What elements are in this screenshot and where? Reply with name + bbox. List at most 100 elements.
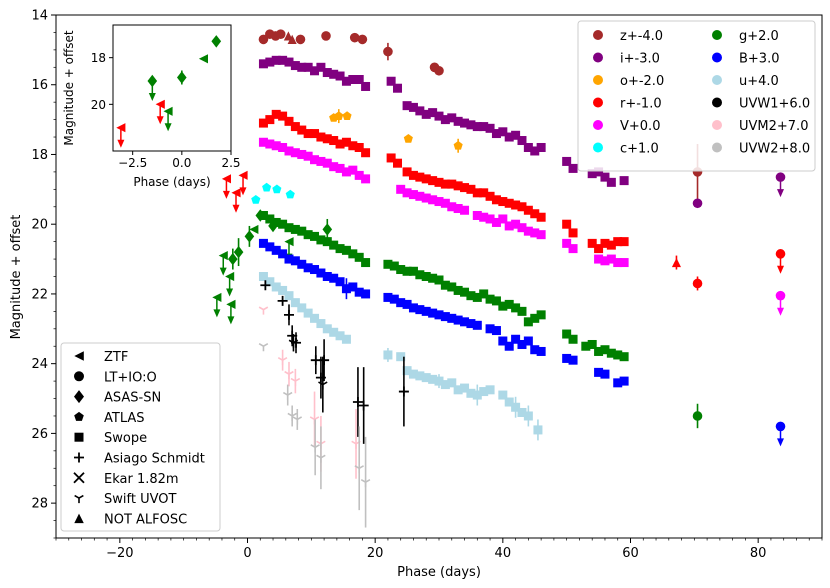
data-point (288, 339, 299, 348)
data-point (290, 224, 300, 234)
data-point (568, 228, 578, 238)
data-point (504, 132, 514, 142)
data-point (453, 315, 463, 325)
data-point (600, 172, 610, 182)
data-point (295, 34, 306, 45)
data-point (310, 66, 320, 76)
x-tick-label: 40 (495, 546, 512, 561)
data-point (421, 306, 431, 316)
instrument-legend-marker (74, 371, 84, 382)
data-point (383, 46, 393, 57)
data-point (568, 244, 578, 254)
data-point (600, 256, 610, 266)
data-point (221, 174, 231, 184)
data-point (460, 287, 470, 297)
upper-limit-arrow-head (222, 190, 230, 199)
band-legend-frame (577, 20, 816, 172)
data-point (415, 106, 425, 116)
data-point (568, 355, 578, 365)
data-point (354, 75, 364, 85)
data-point (278, 142, 288, 152)
data-point (533, 425, 543, 435)
data-point (361, 148, 371, 158)
inset-y-tick-label: 20 (91, 98, 106, 112)
data-point (334, 111, 344, 120)
instrument-legend-label: Swift UVOT (104, 492, 176, 507)
data-point (447, 113, 457, 123)
data-point (316, 132, 326, 142)
data-point (271, 109, 281, 119)
band-legend-marker (593, 97, 603, 108)
data-point (402, 101, 412, 111)
data-point (278, 249, 288, 259)
data-point (530, 345, 540, 355)
inset-y-axis-label: Magnitude + offset (62, 30, 76, 146)
instrument-legend-label: ZTF (104, 350, 128, 365)
data-point (258, 34, 269, 45)
upper-limit-arrow-head (227, 316, 235, 325)
data-point (303, 151, 313, 161)
data-point (479, 122, 489, 132)
data-point (258, 343, 269, 352)
data-point (428, 176, 438, 186)
data-point (530, 209, 540, 219)
data-point (402, 266, 412, 276)
data-point (619, 176, 629, 186)
data-point (619, 237, 629, 247)
data-point (491, 217, 501, 227)
instrument-legend-label: NOT ALFOSC (104, 512, 187, 527)
data-point (606, 348, 616, 358)
data-point (258, 238, 268, 248)
data-point (587, 339, 597, 349)
data-point (460, 205, 470, 215)
data-point (536, 230, 546, 240)
data-point (460, 383, 470, 393)
inset-x-tick-label: 0.0 (172, 156, 191, 170)
data-point (322, 237, 332, 247)
data-point (485, 191, 495, 201)
data-point (231, 188, 241, 198)
data-point (335, 244, 345, 254)
data-point (613, 258, 623, 268)
data-point (428, 374, 438, 384)
y-tick-label: 20 (31, 218, 48, 233)
data-point (479, 188, 489, 198)
data-point (498, 214, 508, 224)
data-point (408, 303, 418, 313)
data-point (447, 202, 457, 212)
data-point (594, 367, 604, 377)
instrument-legend-marker (74, 513, 84, 524)
upper-limit-arrow-head (232, 204, 240, 213)
data-point (530, 228, 540, 238)
data-point (249, 224, 259, 234)
data-point (775, 172, 786, 182)
y-tick-label: 14 (31, 9, 48, 24)
data-point (258, 59, 268, 69)
data-point (290, 256, 300, 266)
data-point (517, 223, 527, 233)
data-point (504, 221, 514, 231)
data-point (402, 188, 412, 198)
data-point (303, 263, 313, 273)
data-point (352, 397, 363, 408)
data-point (511, 334, 521, 344)
data-point (348, 282, 358, 292)
data-point (212, 292, 222, 302)
data-point (453, 140, 463, 150)
inset-data-point (147, 74, 158, 88)
upper-limit-arrow-head (213, 309, 221, 318)
data-point (504, 397, 514, 407)
instrument-legend-label: Asiago Schmidt (104, 452, 205, 467)
data-point (316, 235, 326, 245)
data-point (271, 217, 281, 227)
band-legend-label: o+-2.0 (620, 74, 664, 89)
data-point (562, 238, 572, 248)
data-point (692, 411, 703, 421)
data-point (613, 378, 623, 388)
data-point (594, 254, 604, 264)
data-point (568, 163, 578, 173)
data-point (290, 298, 300, 308)
data-point (396, 298, 406, 308)
data-point (284, 237, 294, 247)
data-point (342, 111, 352, 120)
